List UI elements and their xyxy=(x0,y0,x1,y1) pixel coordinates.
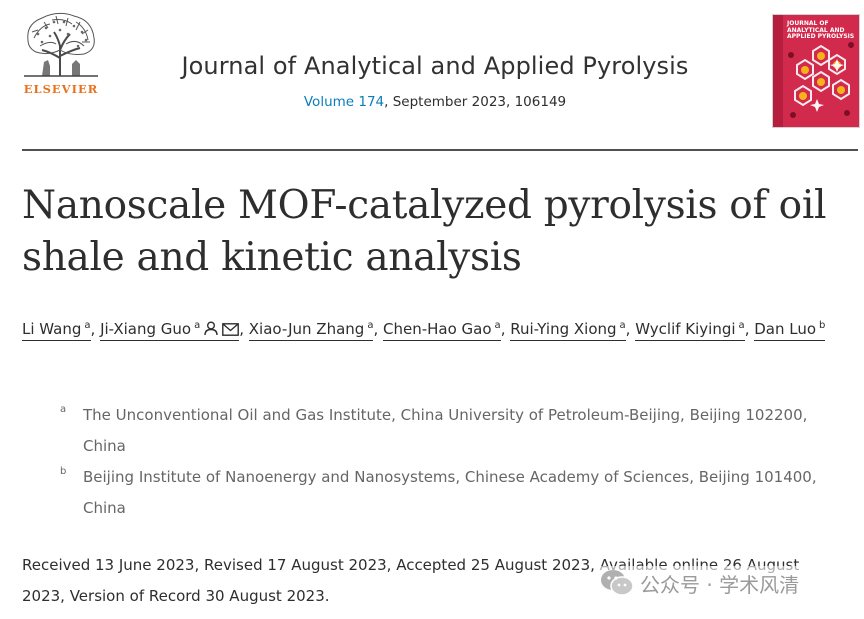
affiliation-label: a xyxy=(60,404,67,415)
author-list: Li Wang a, Ji-Xiang Guo a, Xiao-Jun Zhang a… xyxy=(22,310,852,347)
wechat-watermark: 公众号 · 学术风清 xyxy=(596,566,804,600)
author-link[interactable]: Li Wang a xyxy=(22,320,91,341)
author-name: Li Wang xyxy=(22,320,82,338)
author-affil-marker: a xyxy=(619,320,626,331)
journal-title[interactable]: Journal of Analytical and Applied Pyroly… xyxy=(181,52,689,80)
author-affil-marker: a xyxy=(194,320,201,331)
author-link[interactable]: Xiao-Jun Zhang a xyxy=(248,320,374,341)
author-name: Xiao-Jun Zhang xyxy=(248,320,365,338)
cover-title: JOURNAL of ANALYTICAL and APPLIED PYROLY… xyxy=(787,20,855,40)
affiliation-label: b xyxy=(60,466,67,477)
author-link[interactable]: Dan Luo b xyxy=(754,320,826,341)
elsevier-tree-icon xyxy=(20,10,102,80)
author-link[interactable]: Ji-Xiang Guo a xyxy=(100,320,240,341)
author-name: Wyclif Kiyingi xyxy=(635,320,736,338)
watermark-text: 公众号 · 学术风清 xyxy=(640,572,800,597)
author-item: Xiao-Jun Zhang a, xyxy=(248,320,383,341)
author-name: Chen-Hao Gao xyxy=(383,320,492,338)
author-name: Dan Luo xyxy=(754,320,817,338)
author-separator: , xyxy=(625,320,636,338)
author-affil-marker: a xyxy=(367,320,374,331)
author-name: Ji-Xiang Guo xyxy=(100,320,192,338)
affiliation-item: a The Unconventional Oil and Gas Institut… xyxy=(60,400,850,462)
volume-link[interactable]: Volume 174 xyxy=(303,94,385,110)
author-separator: , xyxy=(500,320,511,338)
author-separator: , xyxy=(744,320,755,338)
article-history: Received 13 June 2023, Revised 17 August… xyxy=(22,556,800,605)
author-name: Rui-Ying Xiong xyxy=(510,320,617,338)
publisher-name: ELSEVIER xyxy=(23,82,99,96)
journal-meta: Volume 174, September 2023, 106149 xyxy=(110,94,760,110)
author-link[interactable]: Wyclif Kiyingi a xyxy=(635,320,745,341)
author-item: Li Wang a, xyxy=(22,320,100,341)
header-divider xyxy=(22,149,858,151)
author-separator: , xyxy=(373,320,383,338)
wechat-icon xyxy=(601,570,634,596)
envelope-icon[interactable] xyxy=(222,316,240,347)
affiliation-item: b Beijing Institute of Nanoenergy and Nan… xyxy=(60,462,850,524)
author-item: Ji-Xiang Guo a, xyxy=(100,320,249,341)
author-item: Rui-Ying Xiong a, xyxy=(510,320,635,341)
author-separator: , xyxy=(90,320,101,338)
elsevier-logo[interactable]: ELSEVIER xyxy=(20,10,102,98)
author-affil-marker: a xyxy=(738,320,745,331)
author-link[interactable]: Rui-Ying Xiong a xyxy=(510,320,626,341)
affiliation-text: Beijing Institute of Nanoenergy and Nano… xyxy=(83,468,817,517)
affiliation-text: The Unconventional Oil and Gas Institute… xyxy=(83,406,808,455)
person-icon[interactable] xyxy=(204,316,218,347)
cover-artwork-icon xyxy=(773,15,859,127)
author-item: Wyclif Kiyingi a, xyxy=(635,320,754,341)
author-affil-marker: a xyxy=(494,320,501,331)
author-link[interactable]: Chen-Hao Gao a xyxy=(383,320,501,341)
author-affil-marker: b xyxy=(819,320,826,331)
issue-info: , September 2023, 106149 xyxy=(384,94,567,110)
journal-cover[interactable]: JOURNAL of ANALYTICAL and APPLIED PYROLY… xyxy=(772,14,860,128)
author-item: Chen-Hao Gao a, xyxy=(383,320,510,341)
author-separator: , xyxy=(239,320,249,338)
author-item: Dan Luo b xyxy=(754,320,826,341)
author-affil-marker: a xyxy=(84,320,91,331)
article-title: Nanoscale MOF-catalyzed pyrolysis of oil… xyxy=(22,183,827,280)
affiliation-list: a The Unconventional Oil and Gas Institut… xyxy=(60,400,850,524)
